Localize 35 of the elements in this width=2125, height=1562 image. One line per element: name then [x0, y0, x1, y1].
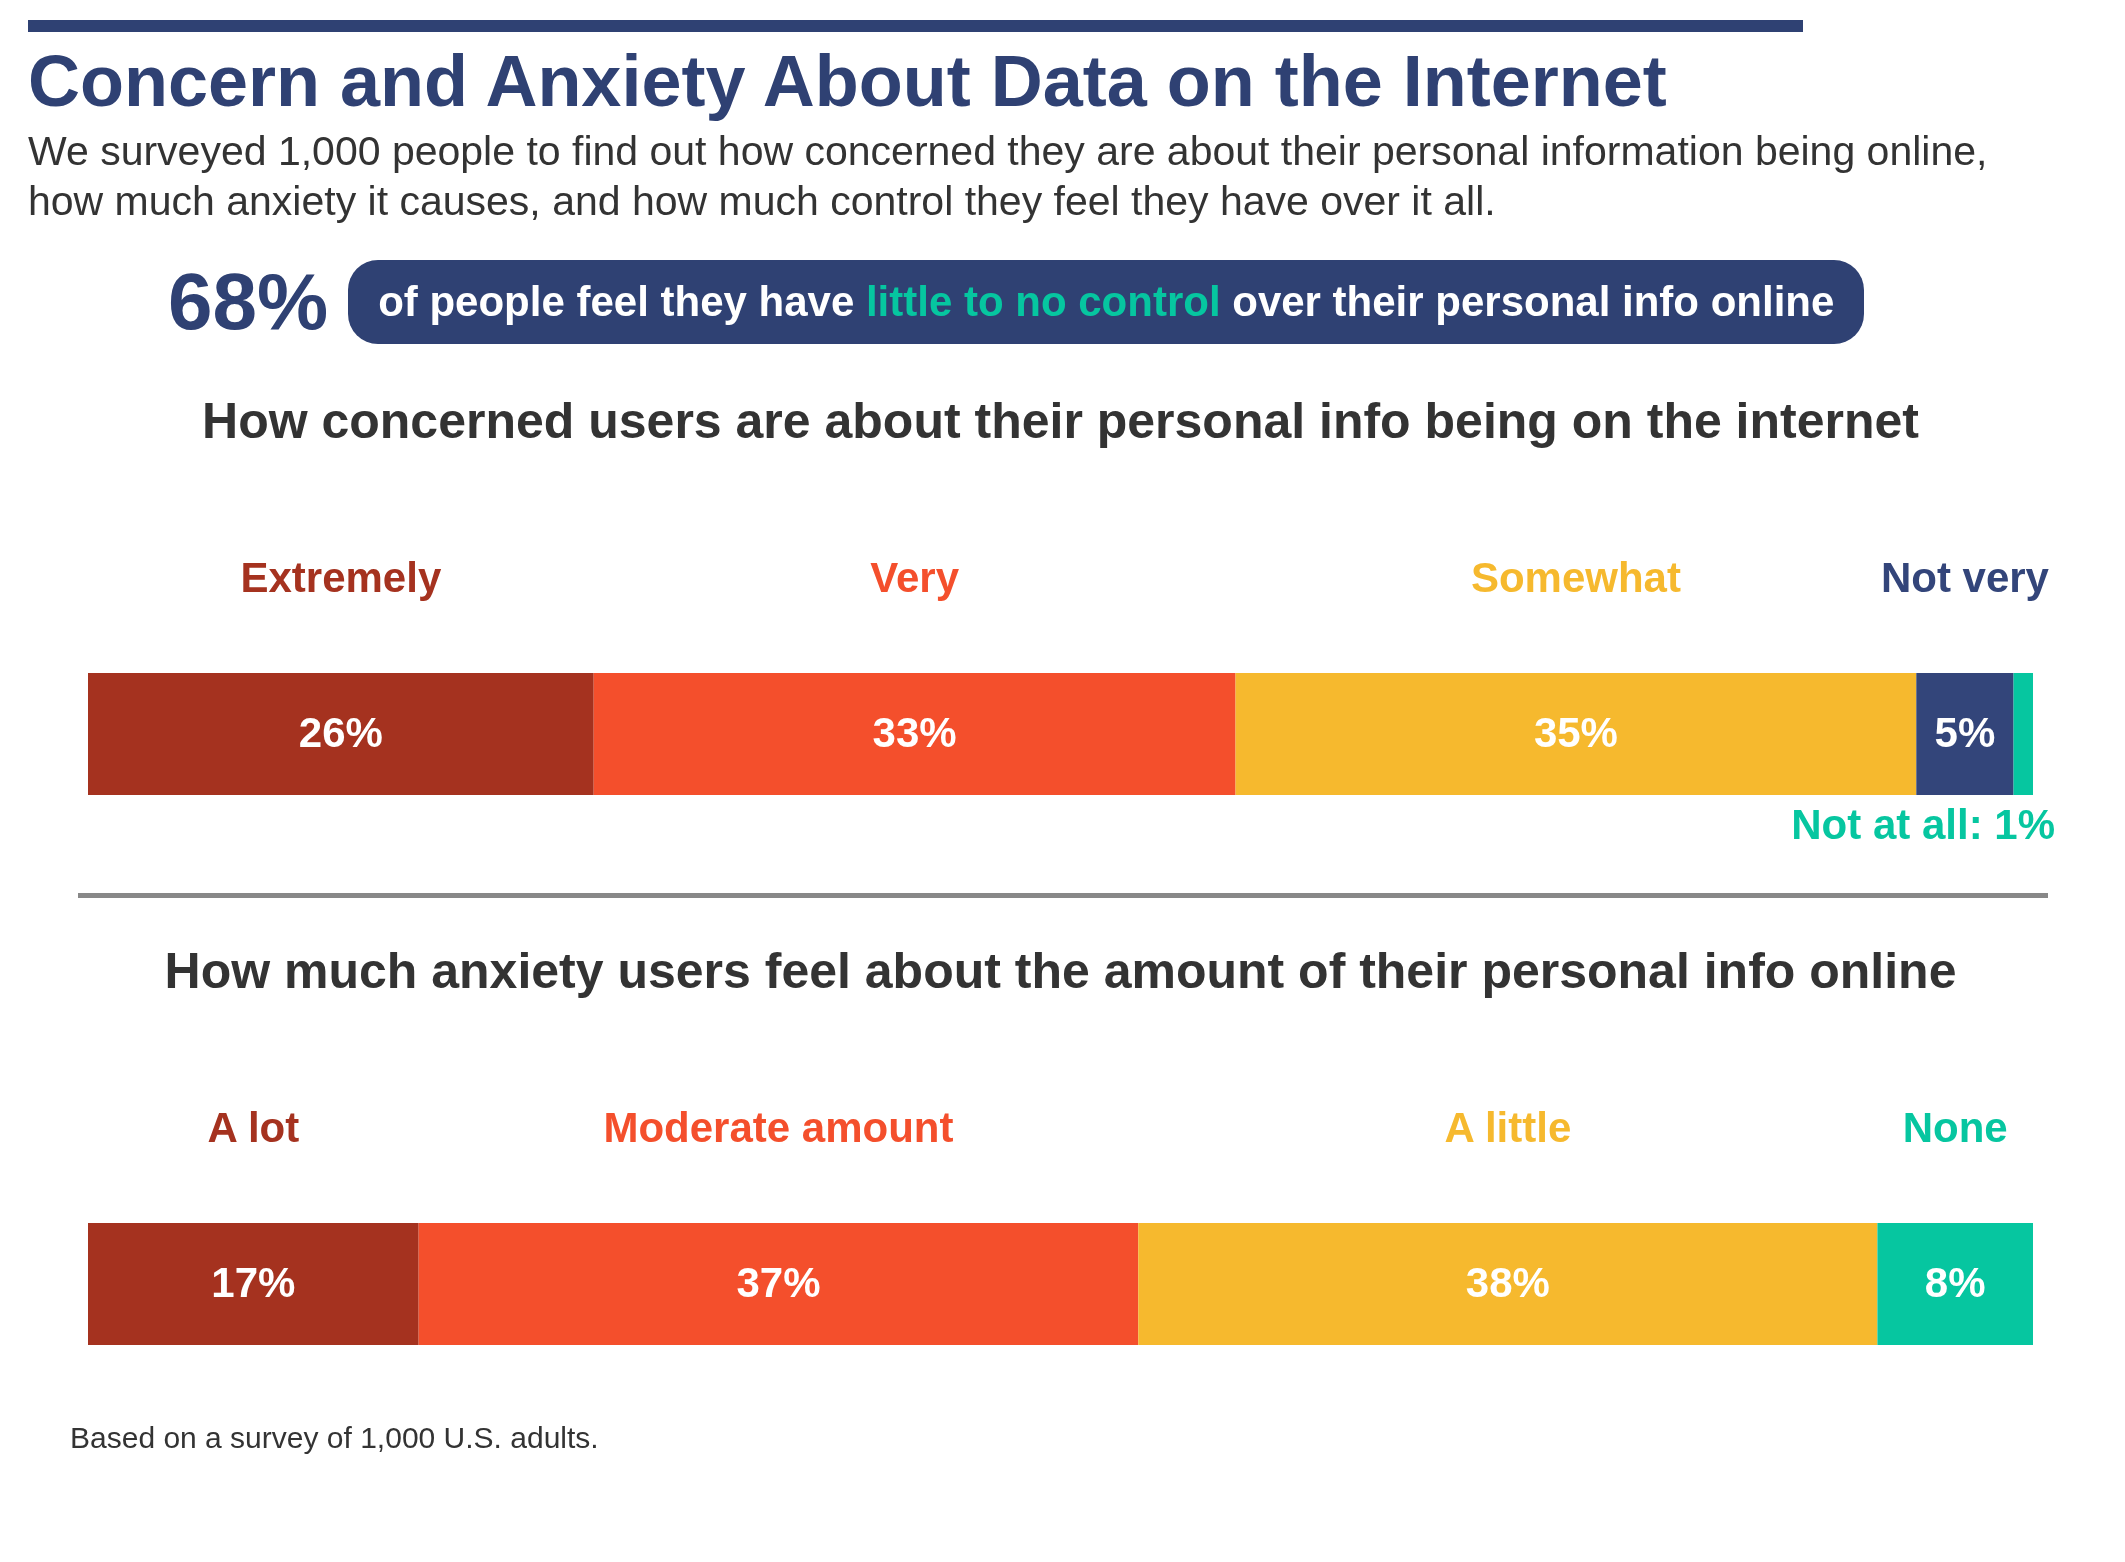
text: Concern and Anxiety About Data on the Internet [28, 40, 1668, 122]
bar [1877, 1223, 2033, 1345]
text: 68% [168, 256, 329, 348]
data-label: 8% [1924, 1259, 1986, 1306]
series-label: A little [1444, 1104, 1572, 1151]
data-label: 35% [1533, 709, 1618, 756]
series-label: Very [870, 554, 960, 601]
series-label: None [1902, 1104, 2008, 1151]
chart-title: How much anxiety users feel about the amount of their personal info online [164, 943, 1957, 999]
bar [1916, 673, 2014, 795]
data-label: 37% [736, 1259, 821, 1306]
series-label: Moderate amount [603, 1104, 954, 1151]
bar [88, 1223, 419, 1345]
text: over their personal info online [1232, 278, 1835, 325]
data-label: Not at all: 1% [1791, 801, 2055, 848]
chart-title: How concerned users are about their personal info being on the internet [202, 393, 1920, 449]
text: little to no control [865, 278, 1221, 325]
data-label: 17% [211, 1259, 296, 1306]
bar [1235, 673, 1917, 795]
bar [593, 673, 1236, 795]
text: Based on a survey of 1,000 U.S. adults. [70, 1421, 600, 1455]
data-label: 33% [872, 709, 957, 756]
series-label: Not very [1880, 554, 2050, 601]
series-label: Somewhat [1470, 554, 1681, 601]
text: of people feel they have [378, 278, 855, 325]
bar [2013, 673, 2033, 795]
series-label: A lot [207, 1104, 300, 1151]
data-label: 38% [1465, 1259, 1550, 1306]
data-label: 5% [1934, 709, 1996, 756]
data-label: 26% [298, 709, 383, 756]
bar [418, 1223, 1139, 1345]
series-label: Extremely [240, 554, 442, 601]
bar [1138, 1223, 1878, 1345]
text: We surveyed 1,000 people to find out how concerned they are about their personal information being online, how much anxiety it causes, and how much control they feel they have over it all. [28, 127, 1989, 226]
bar [88, 673, 594, 795]
